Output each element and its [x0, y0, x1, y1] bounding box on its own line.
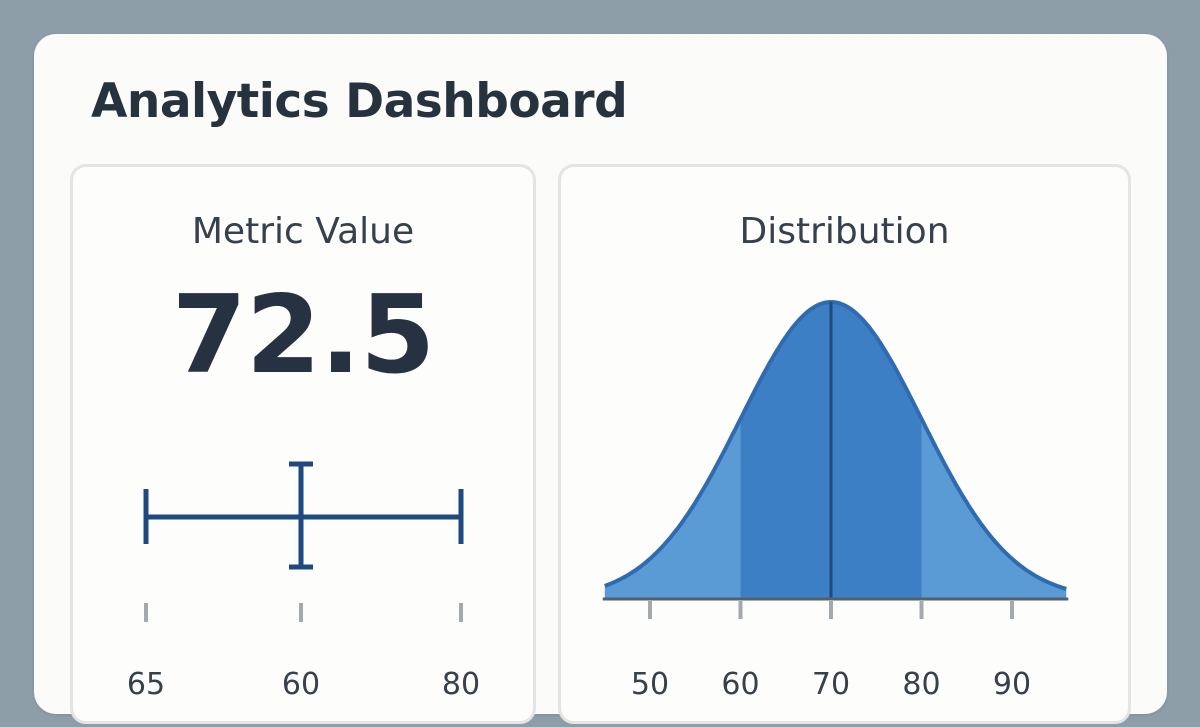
tick-label: 65 [127, 667, 165, 702]
metric-value: 72.5 [171, 273, 435, 398]
distribution-chart: 50 60 70 80 90 [602, 299, 1069, 702]
x-tick-label: 80 [902, 667, 940, 702]
metric-card-title: Metric Value [191, 211, 415, 252]
page-title: Analytics Dashboard [91, 74, 628, 129]
distribution-curve [604, 299, 1067, 591]
x-tick-label: 60 [721, 667, 759, 702]
tick-label: 80 [442, 667, 480, 702]
x-tick-label: 50 [631, 667, 669, 702]
x-tick-label: 90 [993, 667, 1031, 702]
distribution-card: Distribution 50 60 70 80 90 [558, 164, 1131, 724]
metric-card: Metric Value 72.5 65 60 80 [70, 164, 536, 724]
tick-label: 60 [282, 667, 320, 702]
range-indicator: 65 60 80 [127, 461, 480, 702]
dashboard-panel: Analytics Dashboard Metric Value 72.5 65… [34, 34, 1167, 724]
distribution-card-title: Distribution [739, 211, 950, 252]
x-tick-label: 70 [812, 667, 850, 702]
